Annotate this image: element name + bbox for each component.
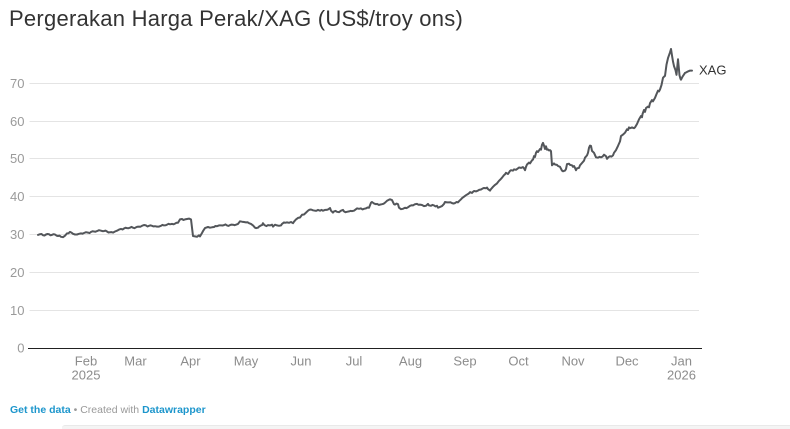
svg-text:Apr: Apr bbox=[180, 354, 201, 369]
svg-text:Aug: Aug bbox=[399, 354, 422, 369]
svg-text:Sep: Sep bbox=[453, 354, 476, 369]
svg-text:Oct: Oct bbox=[508, 354, 529, 369]
svg-text:Dec: Dec bbox=[615, 354, 639, 369]
svg-text:20: 20 bbox=[10, 265, 24, 280]
svg-text:50: 50 bbox=[10, 151, 24, 166]
svg-text:Nov: Nov bbox=[561, 354, 585, 369]
svg-text:40: 40 bbox=[10, 189, 24, 204]
svg-text:Jul: Jul bbox=[346, 354, 363, 369]
svg-text:2025: 2025 bbox=[72, 368, 101, 383]
svg-text:Mar: Mar bbox=[124, 354, 147, 369]
svg-text:2026: 2026 bbox=[667, 368, 696, 383]
svg-text:10: 10 bbox=[10, 303, 24, 318]
svg-text:0: 0 bbox=[17, 340, 24, 355]
svg-text:XAG: XAG bbox=[699, 63, 726, 78]
svg-text:Jan: Jan bbox=[671, 354, 692, 369]
svg-text:30: 30 bbox=[10, 227, 24, 242]
svg-text:Jun: Jun bbox=[291, 354, 312, 369]
svg-text:Feb: Feb bbox=[75, 354, 97, 369]
svg-text:60: 60 bbox=[10, 114, 24, 129]
svg-text:May: May bbox=[234, 354, 259, 369]
svg-text:70: 70 bbox=[10, 76, 24, 91]
